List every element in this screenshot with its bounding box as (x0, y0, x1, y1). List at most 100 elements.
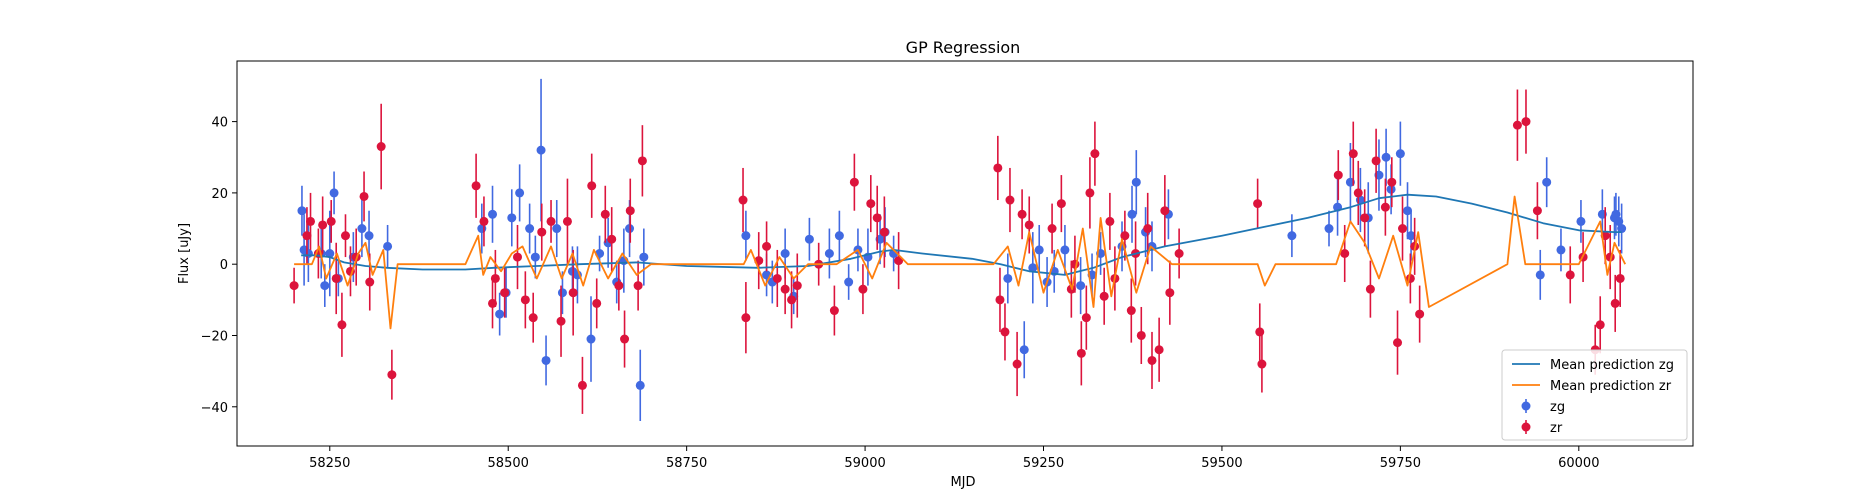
data-point-zr (620, 334, 630, 344)
data-point-zr (577, 380, 587, 390)
legend-frame (1501, 349, 1688, 441)
data-point-zr (1387, 177, 1397, 187)
data-point-zr (1143, 224, 1153, 234)
x-tick-label: 59500 (1201, 456, 1242, 471)
chart-title: GP Regression (906, 38, 1021, 57)
data-point-zr (600, 209, 610, 219)
data-point-zr (1070, 259, 1080, 269)
data-point-zg (1060, 245, 1070, 255)
data-point-zg (525, 224, 535, 234)
data-point-zg (780, 249, 790, 258)
data-point-zr (592, 298, 602, 308)
data-point-zr (1154, 345, 1164, 355)
data-point-zr (587, 181, 597, 191)
data-point-zr (738, 195, 748, 205)
data-point-zg (488, 209, 498, 219)
data-point-zg (1034, 245, 1044, 255)
data-point-zr (637, 156, 647, 166)
y-tick-label: 40 (211, 116, 228, 131)
data-point-zg (1287, 231, 1297, 241)
data-point-zg (364, 231, 374, 241)
legend-label: zr (1550, 421, 1563, 436)
data-point-zg (297, 206, 307, 216)
data-point-zr (607, 234, 617, 244)
data-point-zg (1556, 245, 1566, 255)
data-point-zr (1085, 188, 1095, 198)
data-point-zg (834, 231, 844, 241)
y-axis-label: Flux [uJy] (177, 223, 192, 284)
data-point-zr (1253, 199, 1263, 209)
data-point-zr (1017, 209, 1027, 219)
data-point-zr (1076, 348, 1086, 358)
data-point-zg (1542, 177, 1552, 187)
data-point-zr (1393, 338, 1403, 348)
data-point-zg (495, 309, 505, 319)
data-point-zg (383, 241, 393, 251)
data-point-zr (500, 288, 510, 298)
data-point-zg (741, 231, 751, 241)
data-point-zr (340, 231, 350, 241)
x-tick-label: 59000 (844, 456, 885, 471)
data-point-zr (1610, 298, 1620, 308)
data-point-zr (318, 220, 328, 230)
legend-label: Mean prediction zr (1550, 379, 1672, 394)
mean-line-mean-prediction-zg (301, 193, 1622, 276)
x-tick-label: 59250 (1023, 456, 1064, 471)
data-point-zg (1028, 263, 1038, 273)
data-point-zr (1257, 359, 1267, 369)
data-point-zr (1165, 288, 1175, 298)
data-point-zr (520, 295, 530, 305)
data-point-zr (1160, 206, 1170, 216)
data-point-zr (1126, 306, 1136, 316)
data-point-zr (849, 177, 859, 187)
data-point-zg (515, 188, 525, 198)
data-point-zr (792, 281, 802, 291)
data-point-zr (1365, 284, 1375, 294)
data-point-zr (512, 252, 522, 262)
data-point-zr (289, 281, 299, 291)
data-point-zr (1000, 327, 1010, 337)
data-point-zr (787, 295, 797, 305)
data-point-zg (1076, 281, 1086, 291)
data-point-zr (993, 163, 1003, 173)
data-point-zr (762, 241, 772, 251)
legend-swatch-marker (1521, 401, 1531, 411)
data-point-zg (1127, 209, 1137, 219)
legend-label: zg (1550, 400, 1565, 415)
data-point-zr (479, 216, 489, 226)
data-point-zr (1012, 359, 1022, 369)
data-point-zr (1056, 199, 1066, 209)
data-point-zg (1535, 270, 1545, 280)
data-point-zr (490, 273, 500, 283)
x-tick-label: 59750 (1380, 456, 1421, 471)
data-point-zr (625, 206, 635, 216)
data-point-zr (568, 288, 578, 298)
data-point-zg (1395, 149, 1405, 159)
data-point-zr (879, 227, 889, 237)
data-point-zr (1136, 330, 1146, 340)
data-point-zr (1340, 249, 1350, 258)
data-point-zr (337, 320, 347, 330)
data-point-zr (528, 313, 538, 323)
plot-area (289, 78, 1627, 422)
x-axis-label: MJD (950, 475, 975, 490)
data-point-zr (1099, 291, 1109, 301)
y-tick-label: 0 (220, 258, 228, 273)
data-point-zr (614, 281, 624, 291)
data-point-zg (1019, 345, 1029, 355)
data-point-zr (365, 277, 375, 287)
data-point-zr (376, 142, 386, 152)
data-point-zr (326, 216, 336, 226)
data-point-zg (1617, 224, 1627, 234)
data-point-zg (552, 224, 562, 234)
data-point-zg (320, 281, 330, 291)
x-tick-label: 58250 (309, 456, 350, 471)
data-point-zg (357, 224, 367, 234)
data-point-zg (635, 380, 645, 390)
data-point-zr (1147, 355, 1157, 365)
data-point-zg (804, 234, 814, 244)
data-point-zr (562, 216, 572, 226)
data-point-zg (1381, 152, 1391, 162)
data-point-zr (1255, 327, 1265, 337)
data-point-zr (866, 199, 876, 209)
